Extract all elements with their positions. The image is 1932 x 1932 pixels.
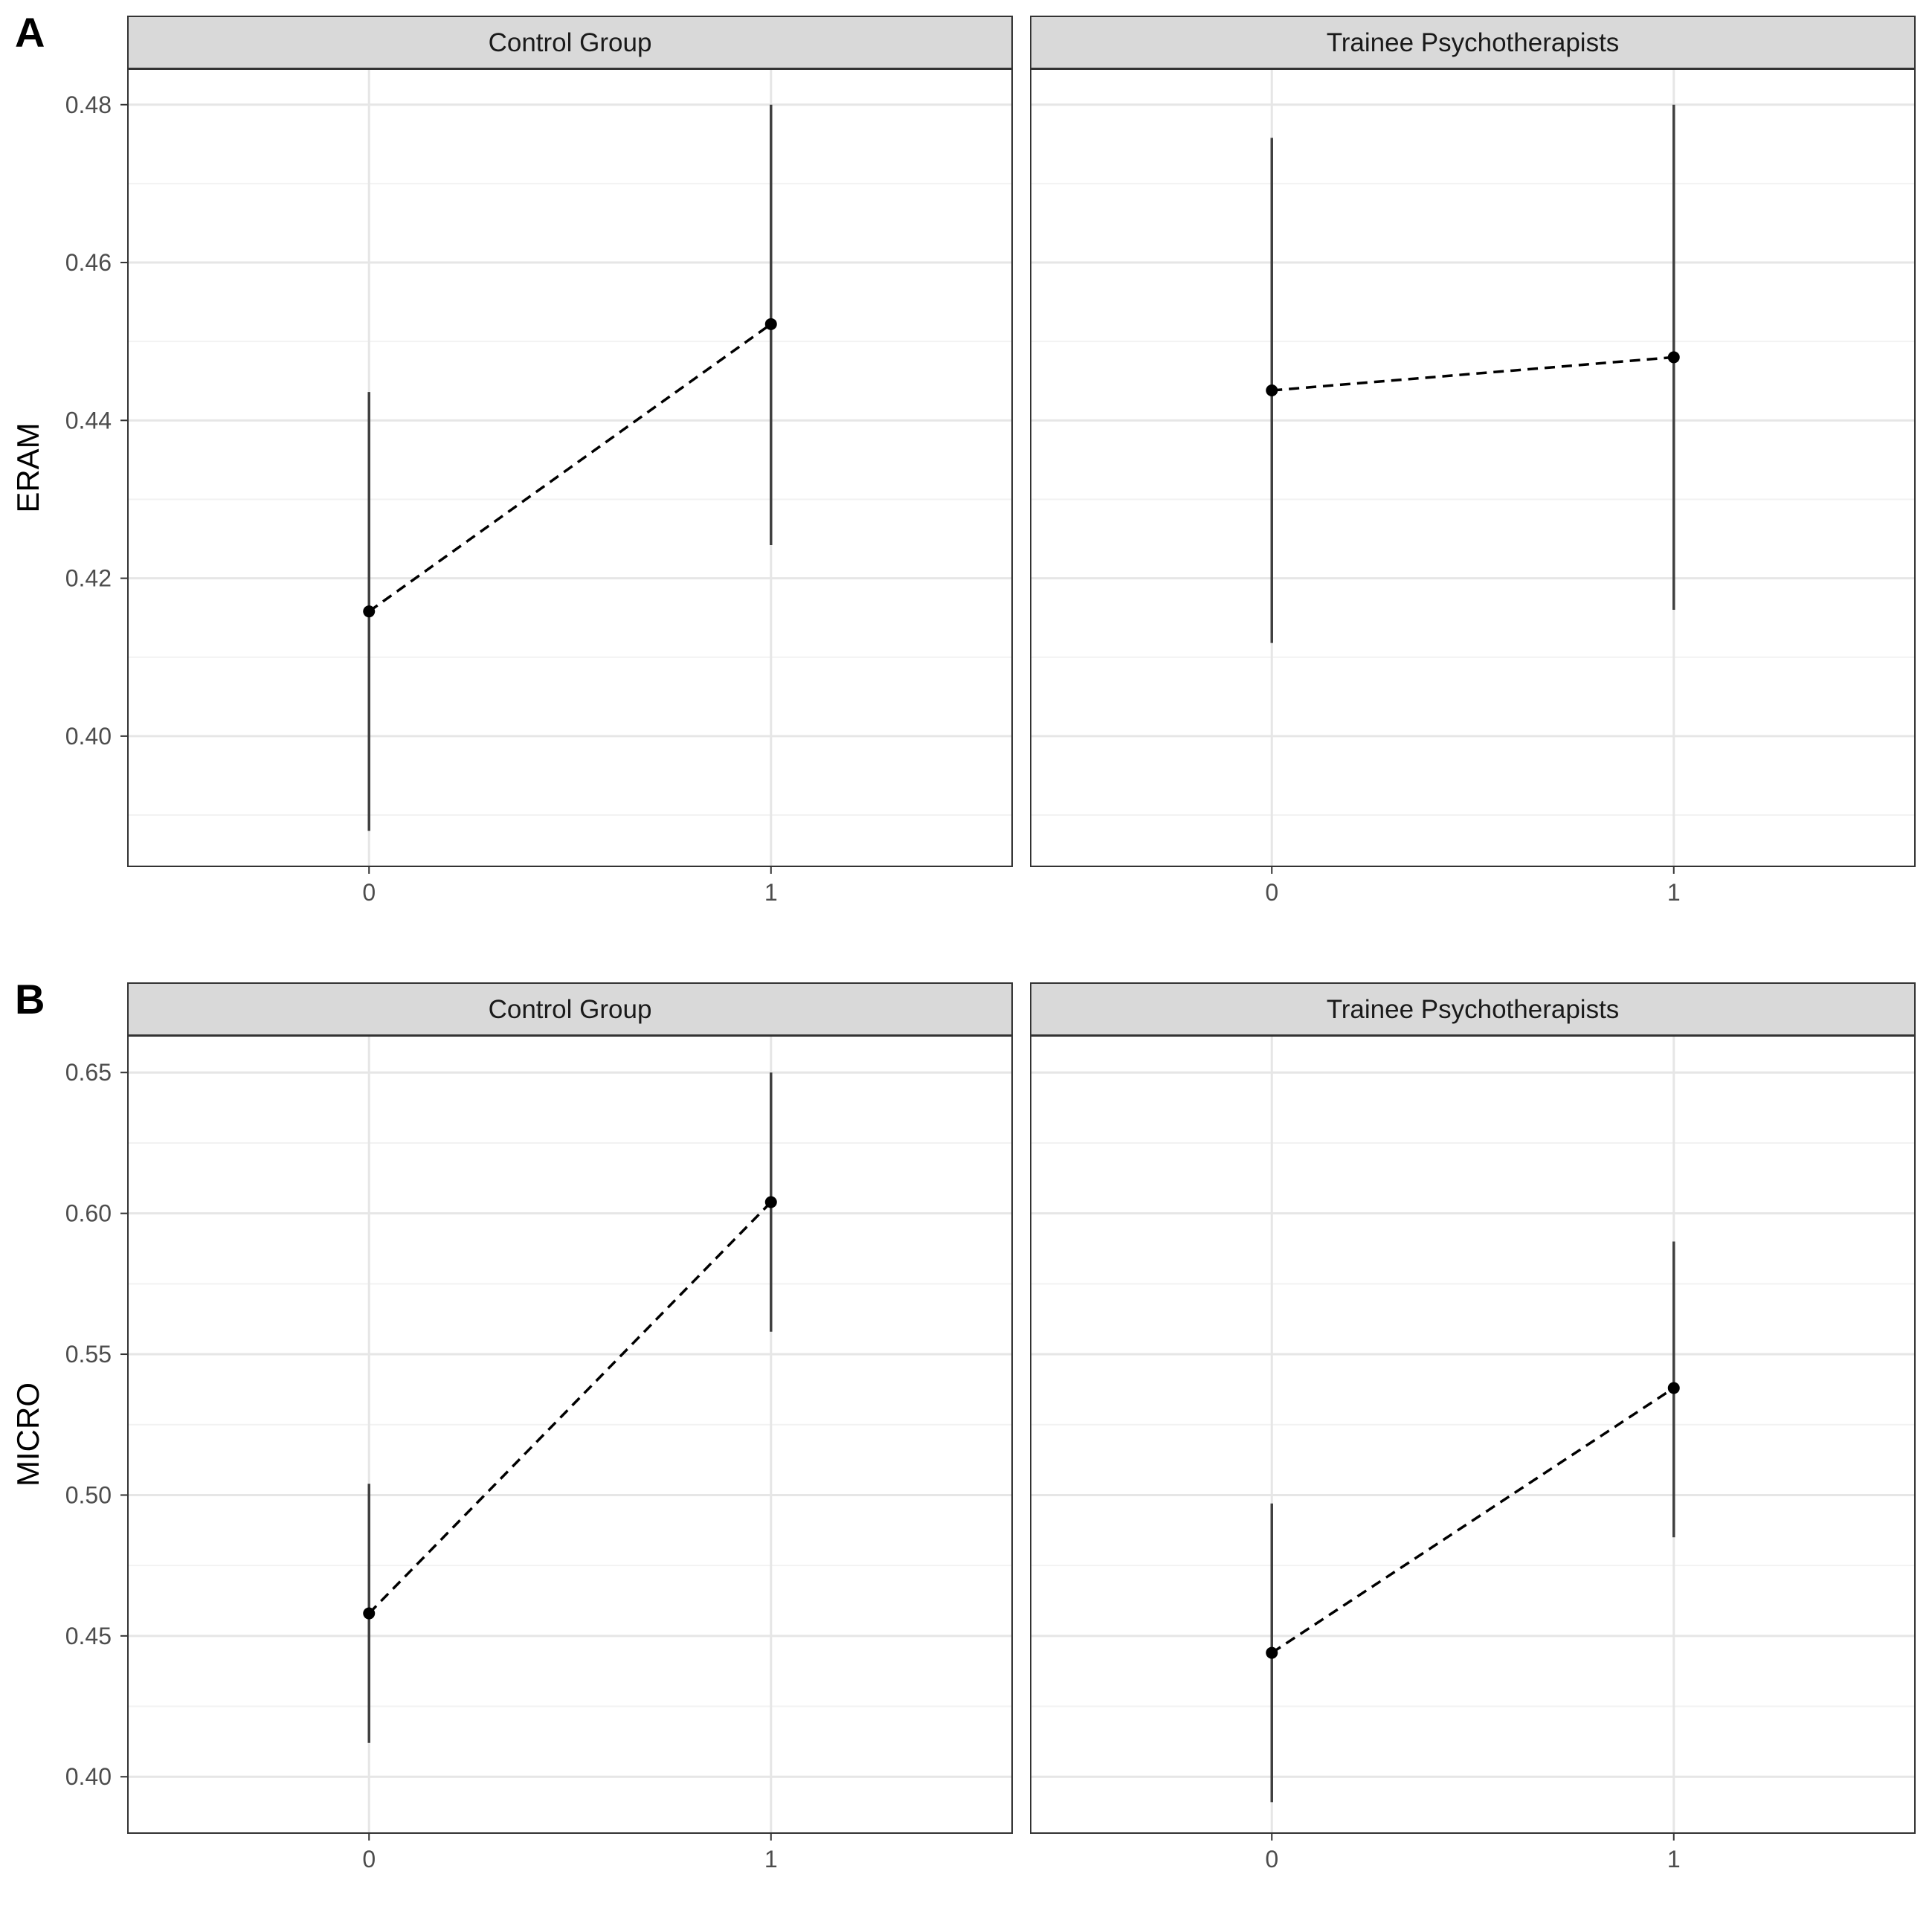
panel-tag-label: A [15, 9, 45, 56]
data-point [363, 605, 376, 618]
chart-row-b: B MICRO 0.40 0.45 0.50 0.55 0.60 0.65 Control Gr… [10, 976, 1916, 1873]
y-tick-label: 0.65 [65, 1059, 112, 1086]
data-point [1667, 351, 1680, 364]
y-tick-label: 0.40 [65, 1763, 112, 1790]
series-dashed-line [367, 1201, 773, 1614]
data-point [1667, 1382, 1680, 1394]
x-tick-label: 1 [764, 879, 778, 906]
facet-panel: Trainee Psychotherapists 0 1 [1030, 982, 1916, 1873]
data-point [764, 1196, 777, 1208]
chart-row-a: A ERAM 0.40 0.42 0.44 0.46 0.48 Control Group 0 1… [10, 9, 1916, 906]
facet-strip-label: Control Group [489, 995, 652, 1024]
facet-strip-label: Control Group [489, 28, 652, 57]
series-dashed-line [1271, 1387, 1675, 1655]
panel-border [1030, 68, 1916, 867]
x-tick-label: 0 [362, 1846, 376, 1873]
series-dashed-line [1272, 355, 1674, 392]
panel-border [127, 68, 1013, 867]
panel-tag-label: B [15, 976, 45, 1023]
y-tick-label: 0.55 [65, 1341, 112, 1368]
y-tick-label: 0.46 [65, 249, 112, 276]
y-axis-title: ERAM [10, 422, 45, 512]
data-point [764, 318, 777, 330]
facet-strip [1030, 982, 1916, 1036]
facet-panel: Trainee Psychotherapists 0 1 [1030, 16, 1916, 906]
y-tick-label: 0.48 [65, 91, 112, 118]
facet-strip [127, 982, 1013, 1036]
x-tick-label: 0 [1265, 1846, 1278, 1873]
facet-strip [127, 16, 1013, 69]
y-tick-label: 0.50 [65, 1481, 112, 1508]
x-tick-label: 0 [362, 879, 376, 906]
y-tick-label: 0.45 [65, 1623, 112, 1649]
facet-strip [1030, 16, 1916, 69]
panel-border [1030, 1035, 1916, 1834]
facet-panel: Control Group 0 1 [127, 982, 1013, 1873]
y-tick-label: 0.40 [65, 723, 112, 750]
x-tick-label: 1 [1667, 1846, 1681, 1873]
series-dashed-line [368, 323, 772, 613]
data-point [1266, 384, 1278, 396]
y-axis-title: MICRO [10, 1382, 45, 1487]
x-tick-label: 1 [1667, 879, 1681, 906]
y-tick-label: 0.60 [65, 1200, 112, 1227]
data-point [1266, 1646, 1278, 1659]
facet-strip-label: Trainee Psychotherapists [1327, 995, 1620, 1024]
facet-panel: Control Group 0 1 [127, 16, 1013, 906]
x-tick-label: 0 [1265, 879, 1278, 906]
facet-strip-label: Trainee Psychotherapists [1327, 28, 1620, 57]
panel-border [127, 1035, 1013, 1834]
y-tick-label: 0.44 [65, 407, 112, 434]
data-point [363, 1607, 376, 1620]
y-tick-label: 0.42 [65, 565, 112, 592]
x-tick-label: 1 [764, 1846, 778, 1873]
